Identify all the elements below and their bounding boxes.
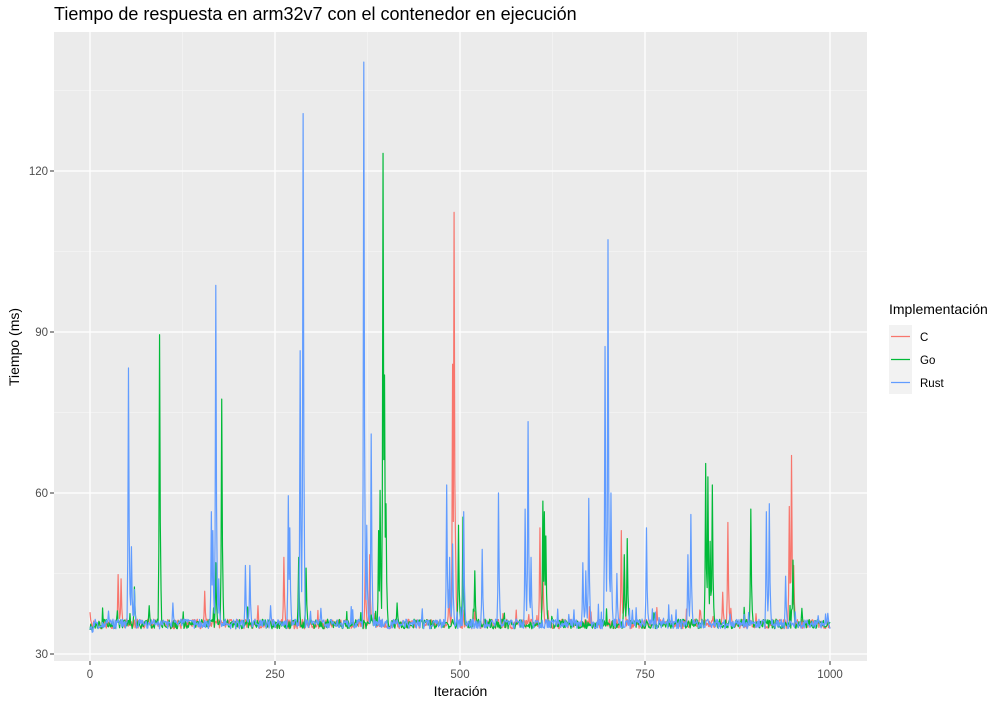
grid-major [54,32,867,661]
legend-item-go: Go [889,348,935,371]
y-axis-title: Tiempo (ms) [6,308,22,386]
x-axis-title: Iteración [434,683,488,699]
x-axis-ticks: 0 250 500 750 1000 [87,661,843,681]
legend-label: Go [920,355,935,367]
legend-title: Implementación [889,301,988,317]
y-tick-label: 90 [35,327,48,339]
y-tick-label: 120 [29,166,48,178]
y-axis-ticks: 30 60 90 120 [29,166,54,661]
series-line-rust [89,61,831,633]
series-layer [89,61,831,633]
x-tick-label: 1000 [817,669,843,681]
legend-item-rust: Rust [889,371,944,394]
y-tick-label: 30 [35,649,48,661]
legend-label: C [920,332,928,344]
legend-item-c: C [889,325,928,348]
x-tick-label: 0 [87,669,93,681]
x-tick-label: 500 [450,669,469,681]
legend-label: Rust [920,378,944,390]
x-tick-label: 250 [265,669,284,681]
legend-keys: C Go Rust [889,325,944,394]
chart-title: Tiempo de respuesta en arm32v7 con el co… [54,4,577,24]
legend: Implementación C Go Rust [889,301,988,394]
x-tick-label: 750 [635,669,654,681]
y-tick-label: 60 [35,488,48,500]
